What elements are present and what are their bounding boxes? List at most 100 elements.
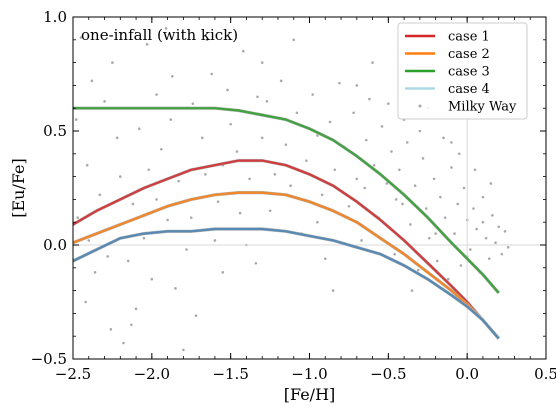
- x-axis-label: [Fe/H]: [284, 385, 336, 404]
- scatter-point: [93, 271, 97, 274]
- scatter-point: [387, 102, 390, 105]
- model-curves: [72, 106, 500, 340]
- scatter-point: [456, 202, 460, 206]
- scatter-point: [145, 43, 149, 46]
- scatter-point: [363, 186, 366, 190]
- scatter-point: [166, 218, 169, 222]
- scatter-point: [106, 255, 109, 258]
- scatter-point: [84, 300, 87, 304]
- scatter-point: [292, 38, 296, 42]
- scatter-point: [85, 163, 89, 167]
- scatter-point: [442, 136, 445, 140]
- scatter-point: [475, 227, 478, 231]
- scatter-point: [204, 173, 207, 176]
- scatter-point: [87, 239, 91, 242]
- scatter-point: [122, 341, 125, 345]
- scatter-point: [421, 157, 425, 160]
- scatter-point: [491, 214, 494, 217]
- scatter-point: [115, 136, 119, 140]
- y-tick-label: 0.5: [43, 122, 67, 140]
- x-tick-label: 0.0: [455, 365, 479, 383]
- scatter-point: [481, 220, 485, 224]
- scatter-point: [428, 236, 431, 240]
- scatter-point: [372, 163, 376, 167]
- scatter-point: [446, 277, 450, 281]
- scatter-point: [469, 248, 472, 251]
- scatter-point: [487, 257, 491, 260]
- legend-label: case 1: [448, 30, 490, 45]
- legend-item-milky-way: Milky Way: [418, 100, 517, 115]
- series-underlay-3: [73, 106, 500, 294]
- scatter-point: [189, 216, 193, 219]
- legend-label: Milky Way: [448, 100, 517, 115]
- scatter-point: [352, 111, 355, 115]
- y-tick-label: 0.0: [43, 236, 67, 254]
- scatter-point: [119, 175, 122, 178]
- scatter-point: [150, 277, 154, 281]
- scatter-point: [169, 118, 173, 121]
- scatter-point: [506, 245, 510, 249]
- scatter-point: [174, 287, 177, 290]
- scatter-point: [503, 230, 507, 233]
- y-tick-label: 1.0: [43, 8, 67, 26]
- x-tick-label: −2.5: [55, 365, 91, 383]
- scatter-point: [331, 289, 335, 292]
- scatter-point: [481, 195, 485, 199]
- scatter-point: [159, 147, 163, 151]
- scatter-point: [409, 223, 412, 226]
- scatter-point: [364, 138, 368, 142]
- scatter-point: [328, 120, 332, 124]
- legend-item-case-1: case 1: [405, 30, 490, 45]
- legend-swatch: [418, 104, 422, 108]
- scatter-point: [279, 79, 283, 83]
- scatter-point: [221, 271, 225, 274]
- scatter-point: [265, 100, 269, 103]
- scatter-point: [284, 143, 288, 146]
- legend-item-case-3: case 3: [405, 65, 490, 80]
- scatter-point: [494, 241, 497, 245]
- scatter-point: [393, 252, 396, 256]
- scatter-point: [390, 150, 393, 153]
- scatter-point: [182, 348, 185, 352]
- chart-annotation: one-infall (with kick): [81, 26, 238, 44]
- scatter-point: [497, 225, 501, 229]
- legend-label: case 3: [448, 65, 490, 80]
- scatter-point: [248, 177, 251, 181]
- scatter-point: [194, 314, 198, 317]
- scatter-point: [235, 150, 239, 153]
- scatter-point: [256, 95, 259, 99]
- scatter-point: [210, 72, 214, 76]
- series-line-case-2: [72, 191, 500, 340]
- series-underlay-2: [72, 191, 500, 340]
- scatter-point: [443, 216, 447, 219]
- legend-item-case-4: case 4: [405, 82, 490, 97]
- scatter-point: [398, 168, 401, 172]
- axis-ticks: [72, 16, 547, 360]
- scatter-point: [229, 122, 232, 126]
- legend-label: case 2: [448, 47, 490, 62]
- scatter-point: [394, 198, 398, 201]
- scatter-point: [405, 141, 409, 144]
- scatter-point: [484, 236, 488, 240]
- scatter-point: [368, 97, 371, 101]
- scatter-point: [289, 184, 292, 188]
- scatter-point: [320, 193, 324, 197]
- scatter-point: [305, 159, 308, 162]
- scatter-point: [111, 61, 114, 64]
- x-tick-label: 0.5: [534, 365, 556, 383]
- scatter-point: [360, 239, 363, 242]
- scatter-point: [410, 289, 414, 292]
- legend-box: [397, 22, 528, 120]
- series-line-case-3: [73, 107, 500, 294]
- scatter-point: [316, 220, 319, 224]
- scatter-point: [462, 186, 466, 190]
- scatter-point: [457, 152, 461, 156]
- scatter-point: [418, 129, 422, 133]
- scatter-point: [355, 84, 359, 87]
- scatter-point: [453, 232, 456, 235]
- scatter-point: [238, 211, 242, 215]
- scatter-point: [98, 193, 102, 197]
- scatter-point: [155, 198, 158, 201]
- scatter-point: [450, 141, 453, 144]
- x-tick-label: −1.5: [212, 365, 248, 383]
